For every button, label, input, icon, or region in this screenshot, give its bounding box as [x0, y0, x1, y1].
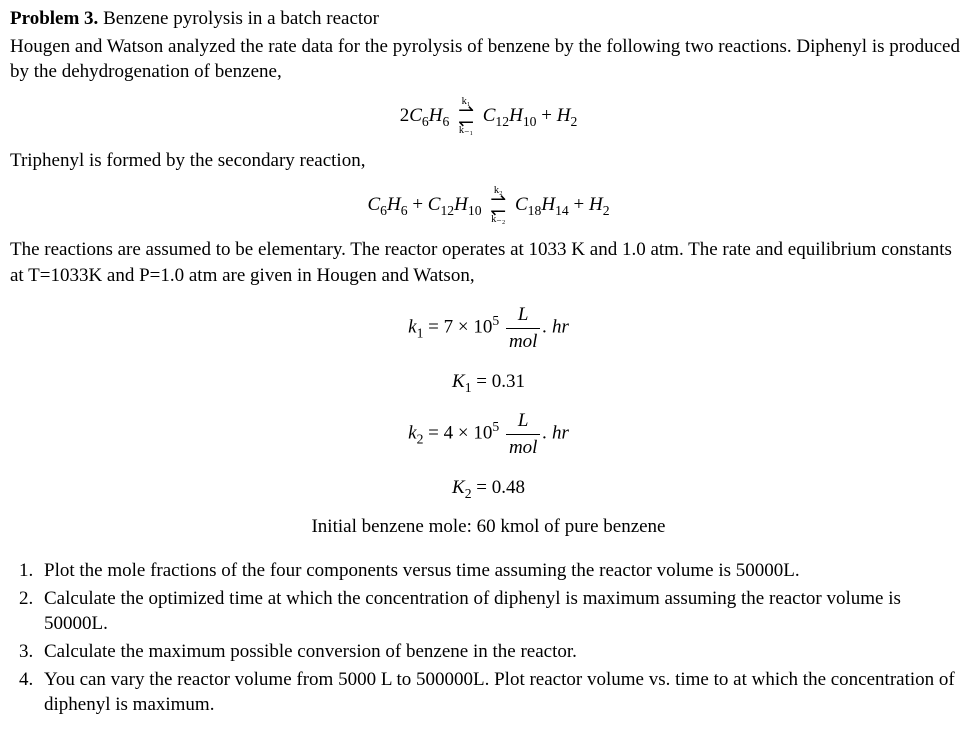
- k1-sym: k: [408, 317, 416, 338]
- k2-fraction: L mol: [506, 408, 541, 460]
- problem-header: Problem 3. Benzene pyrolysis in a batch …: [10, 6, 967, 32]
- question-4: You can vary the reactor volume from 500…: [38, 667, 967, 718]
- bigk2-equation: K2 = 0.48: [10, 475, 967, 501]
- rxn2-lhs2-sub1: 12: [440, 203, 454, 218]
- rxn1-rhs2-sub: 2: [570, 114, 577, 129]
- rxn1-rhs1-sub1: 12: [495, 114, 509, 129]
- rxn2-rhs1-c: C: [515, 194, 528, 215]
- rxn1-lhs-sub2: 6: [442, 114, 449, 129]
- rxn2-lhs2-h: H: [454, 194, 468, 215]
- k1-den: mol: [506, 329, 541, 355]
- intro-paragraph-1: Hougen and Watson analyzed the rate data…: [10, 34, 967, 85]
- rxn1-lhs-h: H: [429, 105, 443, 126]
- rxn2-rhs2-h: H: [589, 194, 603, 215]
- rxn2-lhs1-sub2: 6: [401, 203, 408, 218]
- rxn2-rhs2-sub: 2: [603, 203, 610, 218]
- problem-label: Problem 3.: [10, 8, 98, 29]
- k1-fraction: L mol: [506, 302, 541, 354]
- rxn2-lhs1-h: H: [387, 194, 401, 215]
- question-1: Plot the mole fractions of the four comp…: [38, 558, 967, 584]
- reaction-2-equation: C6H6 + C12H10 k₂ ⇀ ↽ k₋₂ C18H14 + H2: [10, 188, 967, 223]
- bigk1-equation: K1 = 0.31: [10, 369, 967, 395]
- rxn1-plus: +: [537, 105, 557, 126]
- rxn2-lhs2-sub2: 10: [468, 203, 482, 218]
- rxn2-arrows: k₂ ⇀ ↽ k₋₂: [490, 188, 506, 223]
- k2-exp: 5: [492, 420, 499, 435]
- rxn2-rhs1-sub1: 18: [528, 203, 542, 218]
- k2-eq: = 4 × 10: [423, 423, 492, 444]
- k1-num: L: [506, 302, 541, 329]
- k1-tail: . hr: [542, 317, 568, 338]
- question-3: Calculate the maximum possible conversio…: [38, 639, 967, 665]
- k2-num: L: [506, 408, 541, 435]
- bigk1-sub: 1: [465, 380, 472, 395]
- k1-exp: 5: [492, 314, 499, 329]
- question-2: Calculate the optimized time at which th…: [38, 586, 967, 637]
- rxn2-lhs1-c: C: [367, 194, 380, 215]
- rxn2-rhs1-sub2: 14: [555, 203, 569, 218]
- k2-sym: k: [408, 423, 416, 444]
- k2-equation: k2 = 4 × 105 L mol . hr: [10, 408, 967, 460]
- rxn1-lhs-sub1: 6: [422, 114, 429, 129]
- rxn1-rhs2-h: H: [557, 105, 571, 126]
- rxn1-lhs-c: C: [409, 105, 422, 126]
- reaction-1-equation: 2C6H6 k₁ ⇀ ↽ k₋₁ C12H10 + H2: [10, 99, 967, 134]
- problem-title: Benzene pyrolysis in a batch reactor: [98, 8, 379, 29]
- intro-paragraph-3: The reactions are assumed to be elementa…: [10, 237, 967, 288]
- rxn1-rhs1-sub2: 10: [523, 114, 537, 129]
- rxn2-rhs1-h: H: [541, 194, 555, 215]
- k1-eq: = 7 × 10: [423, 317, 492, 338]
- k2-den: mol: [506, 435, 541, 461]
- rxn1-rhs1-h: H: [509, 105, 523, 126]
- question-list: Plot the mole fractions of the four comp…: [38, 558, 967, 718]
- rxn2-krev: k₋₂: [490, 217, 506, 223]
- rxn1-arrows: k₁ ⇀ ↽ k₋₁: [458, 99, 474, 134]
- k1-equation: k1 = 7 × 105 L mol . hr: [10, 302, 967, 354]
- bigk2-sym: K: [452, 477, 465, 498]
- bigk2-sub: 2: [465, 485, 472, 500]
- rxn2-lhs2-c: C: [428, 194, 441, 215]
- rxn1-krev: k₋₁: [458, 128, 474, 134]
- k2-tail: . hr: [542, 423, 568, 444]
- initial-condition: Initial benzene mole: 60 kmol of pure be…: [10, 514, 967, 540]
- bigk2-val: = 0.48: [472, 477, 525, 498]
- rxn2-plus2: +: [569, 194, 589, 215]
- intro-paragraph-2: Triphenyl is formed by the secondary rea…: [10, 148, 967, 174]
- rxn1-rhs1-c: C: [483, 105, 496, 126]
- rxn1-coeff: 2: [400, 105, 410, 126]
- bigk1-sym: K: [452, 371, 465, 392]
- rxn2-lhs1-sub1: 6: [380, 203, 387, 218]
- bigk1-val: = 0.31: [472, 371, 525, 392]
- rxn2-plus1: +: [408, 194, 428, 215]
